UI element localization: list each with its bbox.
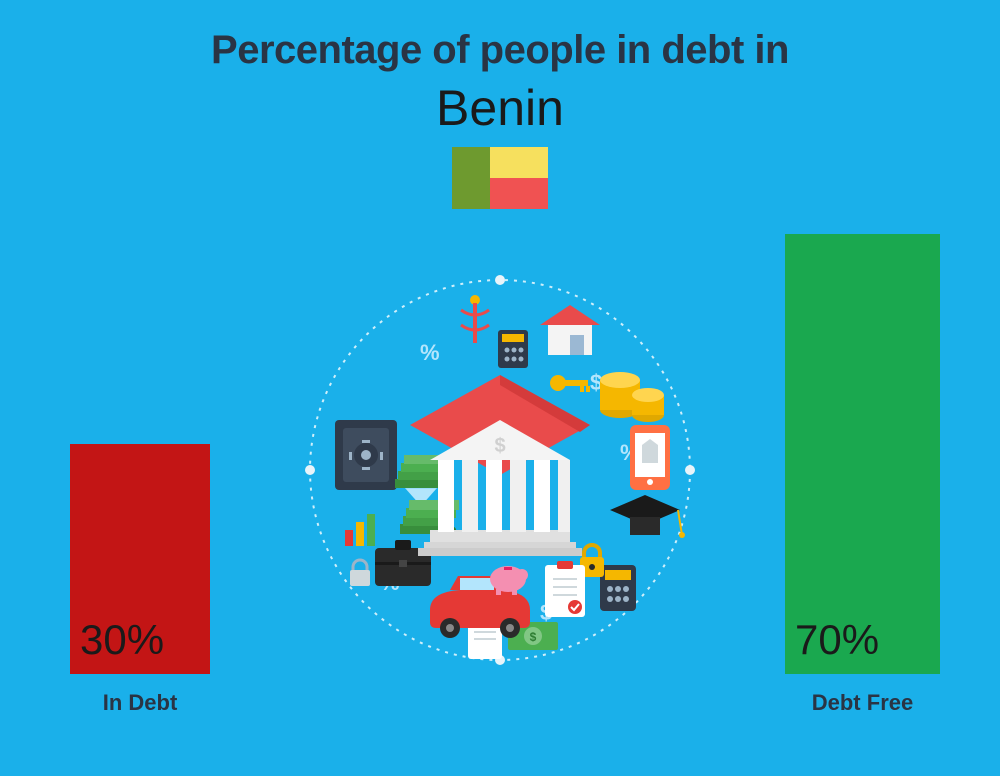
bar-debt-free: 70% Debt Free xyxy=(785,234,940,716)
bar-debt-free-value: 70% xyxy=(795,616,879,664)
bar-debt-free-bar: 70% xyxy=(785,234,940,674)
bar-in-debt: 30% In Debt xyxy=(70,444,210,716)
page-title: Percentage of people in debt in xyxy=(0,0,1000,73)
country-name: Benin xyxy=(0,79,1000,137)
bar-in-debt-bar: 30% xyxy=(70,444,210,674)
flag-stripe-bottom xyxy=(490,178,548,209)
flag-stripe-left xyxy=(452,147,490,209)
flag-stripes-right xyxy=(490,147,548,209)
flag-stripe-top xyxy=(490,147,548,178)
bar-in-debt-value: 30% xyxy=(80,616,164,664)
bar-in-debt-label: In Debt xyxy=(103,690,178,716)
bar-chart: 30% In Debt 70% Debt Free xyxy=(0,236,1000,716)
flag-icon xyxy=(452,147,548,209)
bar-debt-free-label: Debt Free xyxy=(812,690,913,716)
